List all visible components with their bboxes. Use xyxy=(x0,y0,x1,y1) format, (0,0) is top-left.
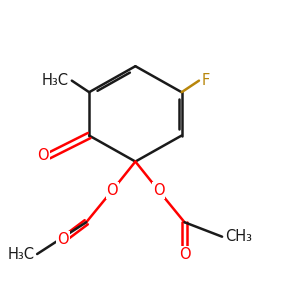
Text: F: F xyxy=(202,73,210,88)
Text: O: O xyxy=(57,232,69,247)
Text: H₃C: H₃C xyxy=(7,247,34,262)
Text: O: O xyxy=(37,148,49,163)
Text: CH₃: CH₃ xyxy=(225,229,252,244)
Text: O: O xyxy=(153,183,164,198)
Text: O: O xyxy=(179,247,190,262)
Text: O: O xyxy=(106,183,118,198)
Text: H₃C: H₃C xyxy=(42,73,69,88)
